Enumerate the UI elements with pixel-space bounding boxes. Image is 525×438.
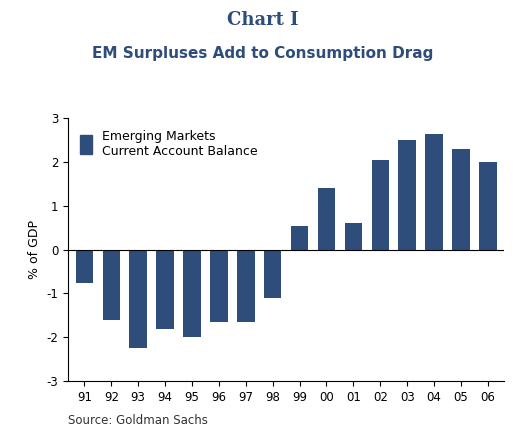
Bar	[264, 250, 281, 298]
Bar	[102, 250, 120, 320]
Bar	[183, 250, 201, 337]
Bar	[344, 223, 362, 250]
Bar	[372, 160, 389, 250]
Bar	[452, 149, 470, 250]
Bar	[398, 140, 416, 250]
Bar	[291, 226, 308, 250]
Bar	[479, 162, 497, 250]
Y-axis label: % of GDP: % of GDP	[28, 220, 41, 279]
Bar	[76, 250, 93, 283]
Text: Chart I: Chart I	[227, 11, 298, 29]
Bar	[318, 188, 335, 250]
Bar	[237, 250, 255, 322]
Bar	[156, 250, 174, 328]
Bar	[130, 250, 147, 348]
Bar	[210, 250, 228, 322]
Text: Source: Goldman Sachs: Source: Goldman Sachs	[68, 414, 208, 427]
Legend: Emerging Markets
Current Account Balance: Emerging Markets Current Account Balance	[75, 124, 262, 162]
Text: EM Surpluses Add to Consumption Drag: EM Surpluses Add to Consumption Drag	[92, 46, 433, 61]
Bar	[425, 134, 443, 250]
